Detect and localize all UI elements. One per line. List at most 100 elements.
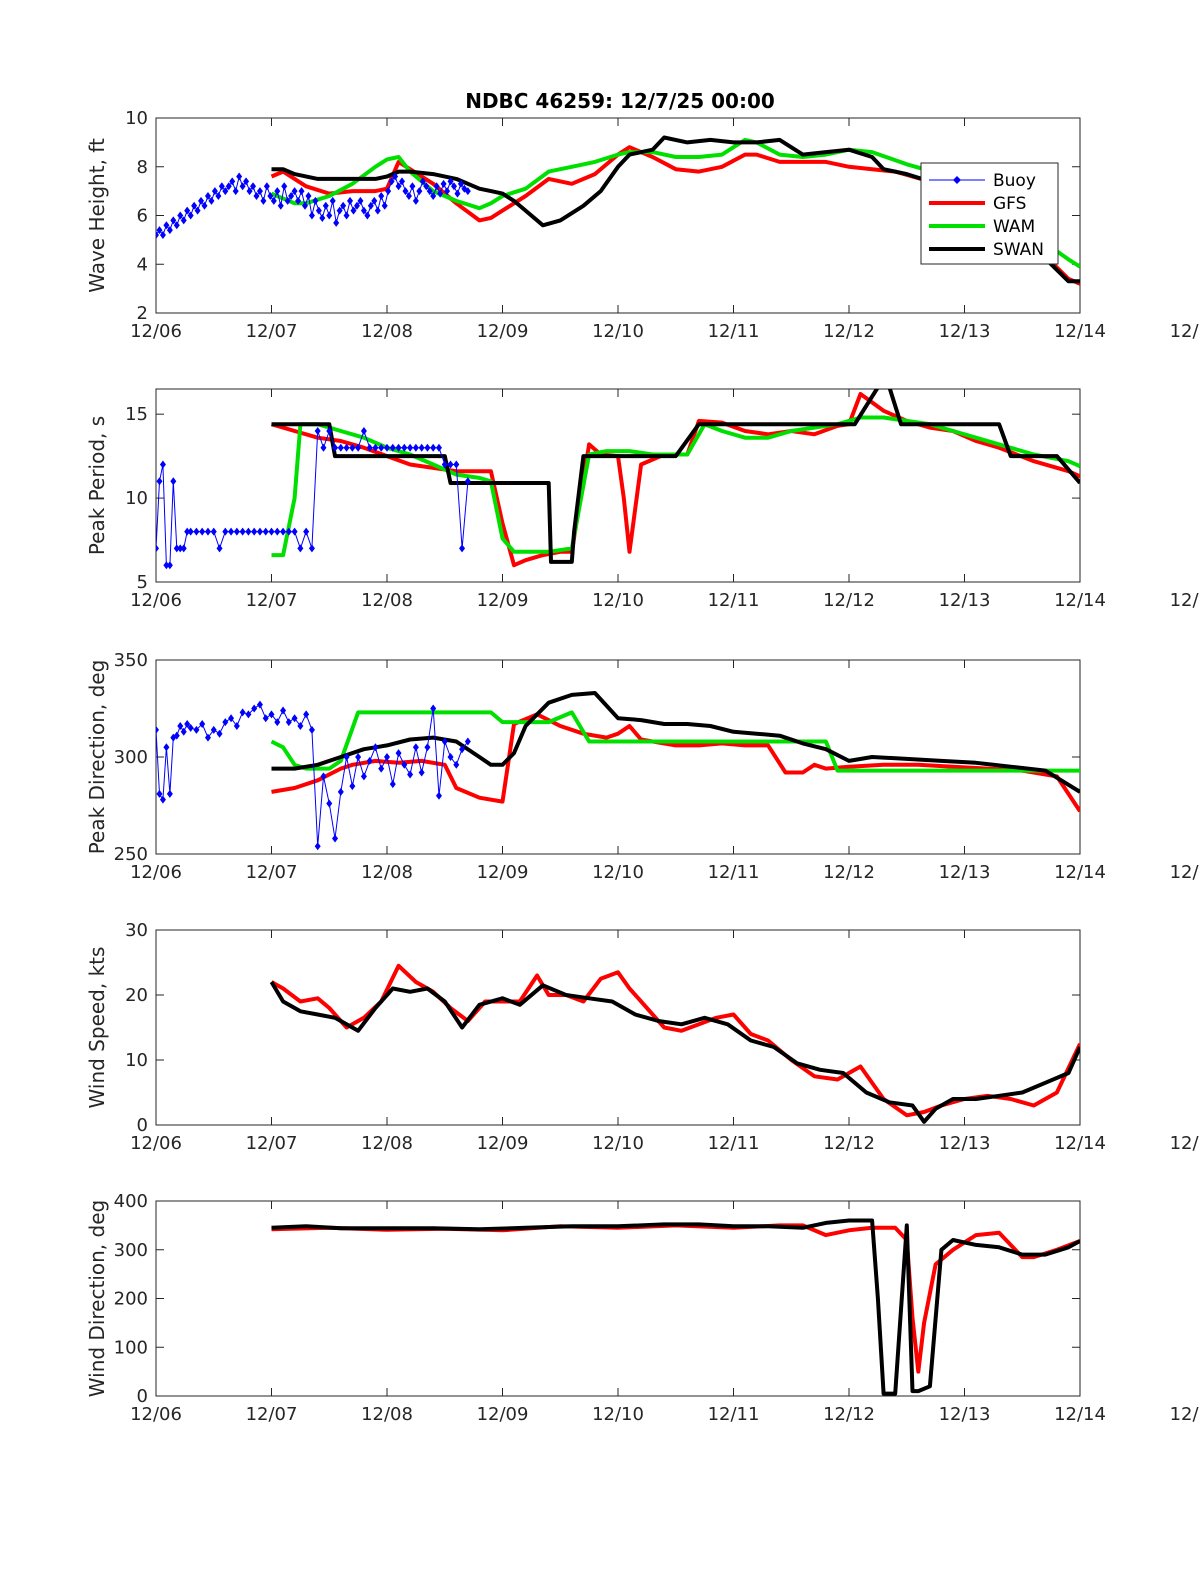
peak_direction-buoy-marker xyxy=(447,753,454,761)
peak_period-xtick-label: 12/07 xyxy=(246,590,298,611)
peak_direction-buoy-marker xyxy=(256,700,263,709)
peak_direction-buoy-marker xyxy=(187,723,194,732)
peak_period-buoy-marker xyxy=(424,443,431,452)
wave_height-buoy-marker xyxy=(187,211,194,220)
peak_direction-xtick-label: 12/10 xyxy=(592,862,644,883)
wave_height-buoy-marker xyxy=(194,206,201,215)
wave_height-buoy-marker xyxy=(364,211,371,220)
legend-buoy-marker xyxy=(953,176,961,184)
wave_height-ytick-label: 8 xyxy=(137,157,148,178)
peak_period-buoy-marker xyxy=(378,443,385,452)
peak_direction-buoy-marker xyxy=(177,721,184,730)
wave_height-buoy-marker xyxy=(388,177,395,186)
peak_period-buoy-marker xyxy=(308,544,315,553)
peak_period-xtick-label: 12/08 xyxy=(361,590,413,611)
wind_speed-xtick-label: 12/14 xyxy=(1054,1133,1106,1154)
peak_direction-buoy-marker xyxy=(360,772,367,781)
peak_period-buoy-marker xyxy=(239,527,246,536)
peak_direction-xtick-label: 12/13 xyxy=(939,862,991,883)
peak_period-buoy-marker xyxy=(177,544,184,553)
wave_height-buoy-marker xyxy=(353,201,360,210)
wave_height-buoy-marker xyxy=(367,201,374,210)
peak_direction-buoy-marker xyxy=(233,721,240,730)
wave_height-ytick-label: 4 xyxy=(137,254,148,275)
wave_height-ytick-label: 2 xyxy=(137,303,148,324)
peak_direction-xtick-label: 12/15 xyxy=(1170,862,1200,883)
peak_direction-buoy-marker xyxy=(184,720,191,729)
peak_direction-buoy-marker xyxy=(464,737,471,746)
wave_height-buoy-marker xyxy=(357,196,364,205)
peak_period-buoy-marker xyxy=(291,527,298,536)
wave_height-buoy-marker xyxy=(409,182,416,191)
peak_direction-buoy-marker xyxy=(297,721,304,730)
wind_speed-xtick-label: 12/15 xyxy=(1170,1133,1200,1154)
peak_direction-buoy-marker xyxy=(285,718,292,727)
peak_direction-xtick-label: 12/08 xyxy=(361,862,413,883)
peak_direction-buoy-marker xyxy=(199,720,206,729)
figure-title: NDBC 46259: 12/7/25 00:00 xyxy=(465,89,775,113)
peak_direction-buoy-marker xyxy=(378,764,385,773)
wind_direction-xtick-label: 12/12 xyxy=(823,1404,875,1425)
peak_period-buoy-marker xyxy=(170,477,177,486)
peak_period-xtick-label: 12/15 xyxy=(1170,590,1200,611)
wind_speed-xtick-label: 12/08 xyxy=(361,1133,413,1154)
wave_height-buoy-marker xyxy=(218,182,225,191)
wave_height-buoy-marker xyxy=(263,182,270,191)
peak_period-ytick-label: 10 xyxy=(125,488,148,509)
wave_height-buoy-marker xyxy=(326,211,333,220)
peak_direction-buoy-marker xyxy=(268,710,275,719)
peak_period-xtick-label: 12/14 xyxy=(1054,590,1106,611)
wind_direction-ytick-label: 200 xyxy=(114,1289,148,1310)
peak_direction-buoy-marker xyxy=(418,768,425,777)
peak_period-buoy-marker xyxy=(384,443,390,452)
wave_height-buoy-marker xyxy=(250,182,257,191)
peak_direction-buoy-marker xyxy=(159,795,166,804)
legend-wam-label: WAM xyxy=(993,217,1035,237)
wind_speed-xtick-label: 12/11 xyxy=(708,1133,760,1154)
peak_period-buoy-marker xyxy=(303,527,310,536)
peak_period-buoy-marker xyxy=(395,443,402,452)
peak_period-buoy-marker xyxy=(163,561,170,570)
wave_height-xtick-label: 12/08 xyxy=(361,321,413,342)
wind_speed-xtick-label: 12/06 xyxy=(130,1133,182,1154)
peak_direction-series-swan xyxy=(271,691,1080,794)
wave_height-buoy-marker xyxy=(184,206,191,215)
subplots: 12/06 12/07 12/08 12/09 12/10 12/11 12/12 12/13… xyxy=(85,108,1200,1425)
peak_period-buoy-marker xyxy=(407,443,414,452)
peak_direction-buoy-marker xyxy=(251,704,258,713)
peak_direction-ytick-label: 300 xyxy=(114,747,148,768)
wind_speed-axes-box xyxy=(155,929,1081,1126)
peak_direction-buoy-marker xyxy=(156,789,163,798)
peak_period-buoy-marker xyxy=(256,527,263,536)
peak_direction-buoy-marker xyxy=(204,733,211,742)
peak_period-buoy-marker xyxy=(459,544,466,553)
wave_height-buoy-marker xyxy=(215,192,222,200)
wave_height-buoy-marker xyxy=(333,218,340,227)
peak_period-buoy-marker xyxy=(389,443,396,452)
peak_direction-buoy-marker xyxy=(395,749,402,758)
peak_direction-buoy-marker xyxy=(222,718,229,727)
wave_height-buoy-marker xyxy=(208,196,215,205)
wind_speed-xtick-label: 12/13 xyxy=(939,1133,991,1154)
wave_height-buoy-marker xyxy=(267,192,274,200)
peak_period-ytick-label: 5 xyxy=(137,572,148,593)
peak_period-buoy-marker xyxy=(274,527,281,536)
peak_period-buoy-marker xyxy=(418,443,425,452)
peak_period-buoy-marker xyxy=(156,544,159,553)
wave_height-buoy-marker xyxy=(298,187,305,196)
wave_height-buoy-marker xyxy=(315,206,322,215)
wind_speed-ytick-label: 30 xyxy=(125,920,148,941)
peak_period-buoy-marker xyxy=(441,460,448,469)
peak_direction-axes-box xyxy=(155,659,1081,855)
wind_speed-series xyxy=(269,963,1080,1124)
peak_period-buoy-marker xyxy=(464,477,471,486)
peak_period-buoy-marker xyxy=(314,426,321,435)
peak_period-buoy-marker xyxy=(343,443,350,452)
wave_height-buoy-marker xyxy=(329,196,336,205)
wave_height-buoy-marker xyxy=(450,182,457,191)
wave_height-buoy-marker xyxy=(343,211,350,220)
wave_height-buoy-marker xyxy=(156,231,159,239)
peak_period-ytick-label: 15 xyxy=(125,404,148,425)
peak_period-buoy-marker xyxy=(453,460,460,469)
